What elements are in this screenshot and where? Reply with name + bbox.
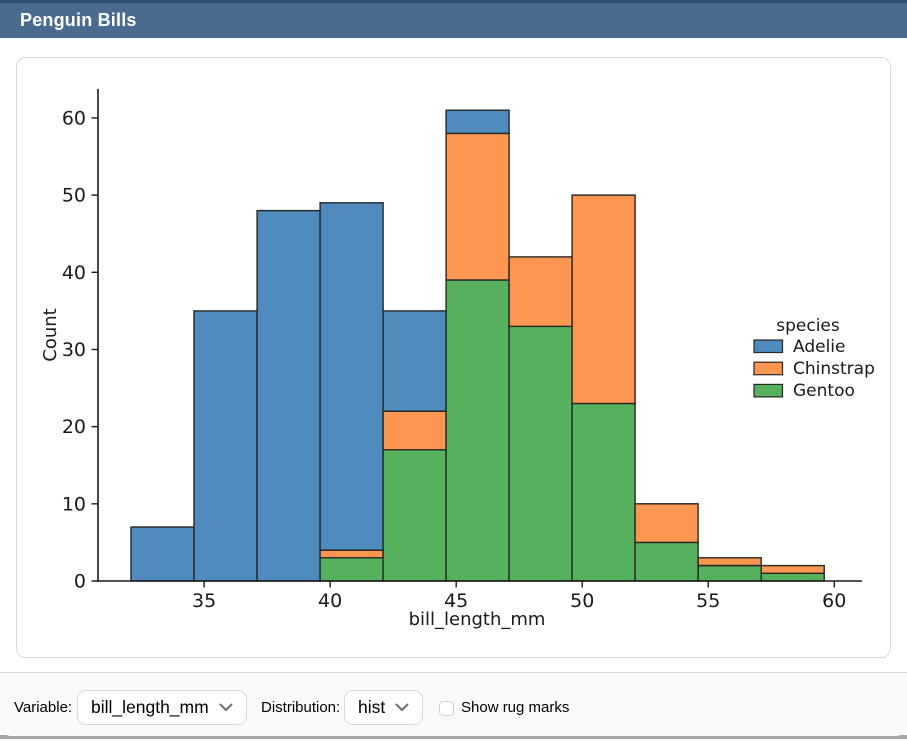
histogram-bar-segment bbox=[382, 449, 447, 582]
x-tick-label: 45 bbox=[444, 590, 468, 612]
variable-label: Variable: bbox=[14, 699, 73, 716]
chevron-down-icon bbox=[219, 703, 233, 711]
y-tick-label: 10 bbox=[62, 493, 86, 515]
histogram-bar-segment bbox=[571, 194, 636, 405]
histogram-bar-segment bbox=[319, 202, 384, 551]
distribution-select-value: hist bbox=[358, 697, 386, 717]
y-tick-label: 60 bbox=[62, 107, 86, 129]
chevron-down-icon bbox=[395, 703, 409, 711]
y-tick-label: 0 bbox=[74, 571, 86, 593]
histogram-bar-segment bbox=[508, 325, 573, 582]
y-tick-label: 20 bbox=[62, 416, 86, 438]
legend-swatch bbox=[753, 361, 784, 376]
histogram-bar-segment bbox=[634, 503, 699, 544]
histogram-bar-segment bbox=[445, 279, 510, 582]
y-axis-label: Count bbox=[40, 308, 61, 361]
y-tick-label: 30 bbox=[62, 339, 86, 361]
legend-label: Adelie bbox=[793, 337, 846, 357]
histogram-bar-segment bbox=[382, 310, 447, 412]
legend-title: species bbox=[776, 316, 840, 336]
x-axis-label: bill_length_mm bbox=[409, 609, 546, 630]
histogram-bar-segment bbox=[445, 109, 510, 135]
rug-checkbox[interactable] bbox=[439, 701, 454, 716]
histogram-bar-segment bbox=[697, 564, 762, 582]
histogram-bar-segment bbox=[319, 557, 384, 582]
distribution-label: Distribution: bbox=[261, 699, 341, 716]
histogram-bar-segment bbox=[193, 310, 258, 582]
x-tick-label: 50 bbox=[570, 590, 594, 612]
histogram-bar-segment bbox=[571, 402, 636, 582]
x-tick-label: 60 bbox=[822, 590, 846, 612]
distribution-select[interactable]: hist bbox=[344, 690, 424, 725]
histogram-bar-segment bbox=[319, 549, 384, 559]
histogram-bar-segment bbox=[697, 557, 762, 567]
histogram-bar-segment bbox=[382, 410, 447, 451]
x-tick-label: 40 bbox=[318, 590, 342, 612]
histogram-bar-segment bbox=[508, 256, 573, 328]
histogram-bar-segment bbox=[445, 132, 510, 281]
variable-select-value: bill_length_mm bbox=[91, 697, 209, 717]
chart-card: 35 40 45 50 55 60 0 10 20 30 40 50 60 bill_length_mm C… bbox=[16, 57, 891, 658]
histogram-bar-segment bbox=[760, 572, 825, 582]
legend-swatch bbox=[753, 339, 784, 354]
legend-label: Chinstrap bbox=[793, 359, 875, 379]
histogram-bar-segment bbox=[634, 541, 699, 582]
y-tick-label: 50 bbox=[62, 185, 86, 207]
rug-checkbox-label: Show rug marks bbox=[461, 699, 570, 716]
legend-swatch bbox=[753, 383, 784, 398]
control-bar: Variable: bill_length_mm Distribution: h… bbox=[0, 672, 907, 736]
y-tick-label: 40 bbox=[62, 262, 86, 284]
variable-select[interactable]: bill_length_mm bbox=[77, 690, 247, 725]
legend-label: Gentoo bbox=[793, 381, 855, 401]
x-tick-label: 55 bbox=[696, 590, 720, 612]
window-bottom-edge bbox=[0, 735, 907, 739]
histogram-bar-segment bbox=[256, 209, 321, 582]
x-tick-label: 35 bbox=[192, 590, 216, 612]
histogram-bar-segment bbox=[760, 564, 825, 575]
app-header: Penguin Bills bbox=[0, 0, 907, 38]
page-title: Penguin Bills bbox=[20, 10, 137, 30]
histogram-figure: 35 40 45 50 55 60 0 10 20 30 40 50 60 bill_length_mm C… bbox=[40, 89, 875, 630]
histogram-bar-segment bbox=[130, 526, 195, 582]
